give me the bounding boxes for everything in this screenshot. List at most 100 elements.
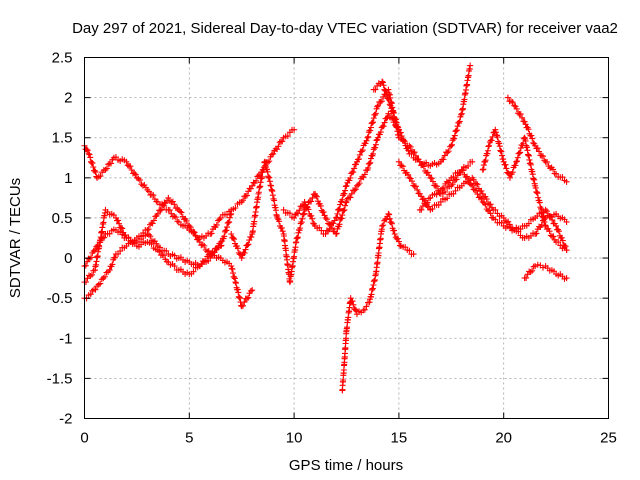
data-point-interp bbox=[221, 233, 228, 240]
data-point bbox=[532, 263, 539, 270]
data-point-interp bbox=[240, 197, 247, 204]
data-point-interp bbox=[372, 144, 379, 151]
data-point-interp bbox=[547, 232, 554, 239]
data-point-interp bbox=[236, 295, 243, 302]
data-point-interp bbox=[377, 98, 384, 105]
data-point-interp bbox=[543, 208, 550, 215]
data-point bbox=[232, 279, 239, 286]
data-point-interp bbox=[368, 120, 375, 127]
data-point-interp bbox=[394, 235, 401, 242]
data-point-interp bbox=[454, 123, 461, 130]
data-point-interp bbox=[267, 182, 274, 189]
data-point-interp bbox=[342, 202, 349, 209]
data-point-interp bbox=[361, 306, 368, 313]
data-point-interp bbox=[101, 234, 108, 241]
data-point-interp bbox=[276, 218, 283, 225]
data-point bbox=[270, 150, 277, 157]
data-point-interp bbox=[91, 167, 98, 174]
data-point-interp bbox=[336, 221, 343, 228]
data-point bbox=[322, 214, 329, 221]
data-point-interp bbox=[509, 169, 516, 176]
data-point-interp bbox=[517, 226, 524, 233]
data-point-interp bbox=[444, 149, 451, 156]
data-point-interp bbox=[191, 229, 198, 236]
data-point-interp bbox=[449, 181, 456, 188]
series-track-k bbox=[479, 126, 570, 254]
data-point bbox=[301, 198, 308, 205]
data-point-interp bbox=[382, 87, 389, 94]
data-point-interp bbox=[514, 158, 521, 165]
data-point bbox=[333, 214, 340, 221]
data-point bbox=[343, 182, 350, 189]
data-point-interp bbox=[539, 209, 546, 216]
data-point-interp bbox=[485, 143, 492, 150]
data-point-interp bbox=[448, 141, 455, 148]
data-point-interp bbox=[132, 171, 139, 178]
data-point-interp bbox=[538, 152, 545, 159]
data-point-interp bbox=[331, 217, 338, 224]
data-point-interp bbox=[157, 207, 164, 214]
data-point-interp bbox=[234, 286, 241, 293]
series-track-f bbox=[280, 86, 476, 237]
data-point-interp bbox=[313, 192, 320, 199]
data-point bbox=[563, 247, 570, 254]
data-point-interp bbox=[320, 209, 327, 216]
data-point-interp bbox=[370, 150, 377, 157]
data-point-interp bbox=[106, 230, 113, 237]
data-point-interp bbox=[274, 146, 281, 153]
data-point-interp bbox=[385, 96, 392, 103]
data-point-interp bbox=[414, 186, 421, 193]
data-point-interp bbox=[378, 98, 385, 105]
data-point-interp bbox=[370, 115, 377, 122]
data-point-interp bbox=[370, 119, 377, 126]
data-point-interp bbox=[150, 217, 157, 224]
data-point bbox=[387, 102, 394, 109]
data-point-interp bbox=[407, 175, 414, 182]
data-point-interp bbox=[379, 79, 386, 86]
data-point-interp bbox=[367, 155, 374, 162]
data-point bbox=[448, 142, 455, 149]
data-point bbox=[322, 230, 329, 237]
series-track-h bbox=[370, 62, 474, 169]
data-point-interp bbox=[156, 248, 163, 255]
series-track-d bbox=[81, 226, 224, 278]
data-point bbox=[553, 170, 560, 177]
data-point bbox=[249, 182, 256, 189]
data-point-interp bbox=[235, 293, 242, 300]
data-point-interp bbox=[534, 190, 541, 197]
data-point-interp bbox=[395, 238, 402, 245]
data-point-interp bbox=[460, 167, 467, 174]
data-point bbox=[458, 166, 465, 173]
data-point-interp bbox=[390, 110, 397, 117]
data-point-interp bbox=[535, 194, 542, 201]
data-point-interp bbox=[442, 188, 449, 195]
data-point bbox=[542, 222, 549, 229]
data-point-interp bbox=[337, 201, 344, 208]
x-tick-label: 5 bbox=[185, 430, 193, 447]
data-point-interp bbox=[542, 222, 549, 229]
data-point-interp bbox=[353, 307, 360, 314]
data-point-interp bbox=[392, 116, 399, 123]
data-point-interp bbox=[317, 202, 324, 209]
data-point-interp bbox=[383, 91, 390, 98]
data-point-interp bbox=[116, 220, 123, 227]
data-point-interp bbox=[356, 151, 363, 158]
data-point-interp bbox=[365, 164, 372, 171]
data-point-interp bbox=[406, 247, 413, 254]
data-point bbox=[347, 295, 354, 302]
data-point-interp bbox=[523, 274, 530, 281]
data-point-interp bbox=[247, 287, 254, 294]
x-tick-label: 20 bbox=[495, 430, 512, 447]
data-point-interp bbox=[440, 156, 447, 163]
data-point-interp bbox=[488, 137, 495, 144]
data-point-interp bbox=[87, 158, 94, 165]
data-point-interp bbox=[308, 212, 315, 219]
data-point-interp bbox=[473, 180, 480, 187]
data-point-interp bbox=[380, 123, 387, 130]
data-point-interp bbox=[367, 159, 374, 166]
data-point-interp bbox=[470, 176, 477, 183]
series-track-e bbox=[228, 110, 402, 286]
data-point bbox=[293, 239, 300, 246]
y-tick-label: 0 bbox=[64, 250, 72, 267]
data-point-interp bbox=[234, 245, 241, 252]
